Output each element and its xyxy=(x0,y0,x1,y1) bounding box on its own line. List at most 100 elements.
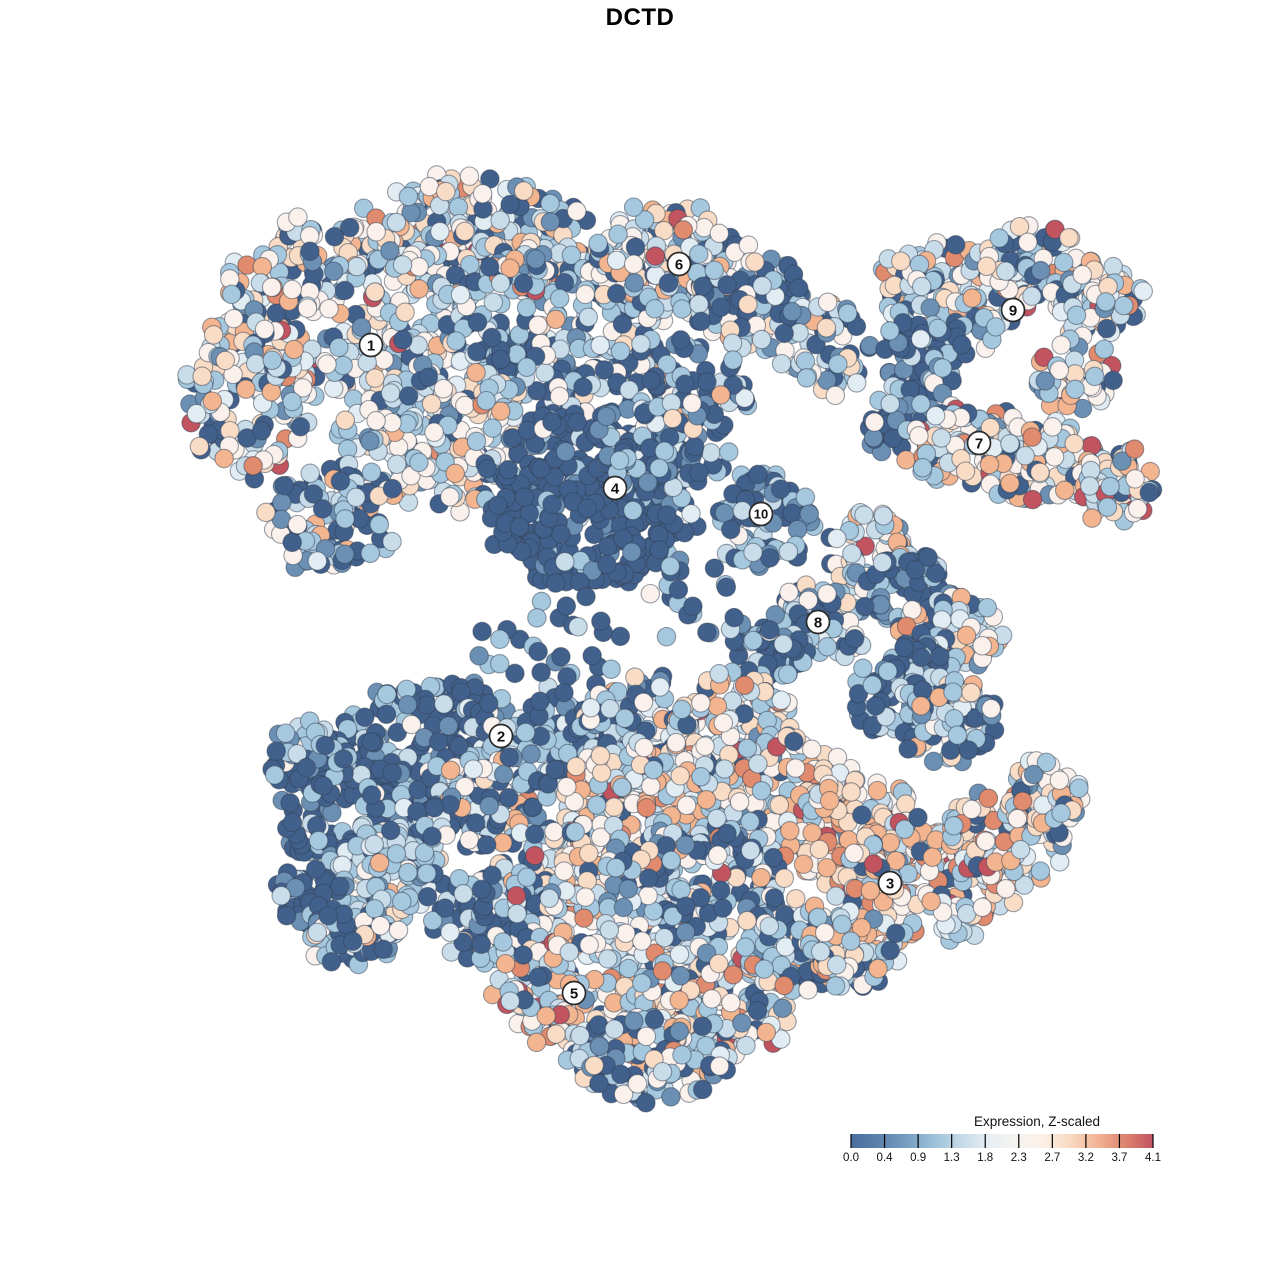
data-point xyxy=(729,792,750,812)
data-point xyxy=(961,799,982,820)
data-point xyxy=(224,308,244,329)
data-point xyxy=(530,691,550,712)
data-point xyxy=(911,394,931,414)
data-point xyxy=(864,412,885,432)
data-point xyxy=(491,349,511,370)
data-point xyxy=(714,503,735,523)
data-point xyxy=(951,335,972,355)
data-point xyxy=(704,558,725,578)
data-point xyxy=(386,844,407,864)
data-point xyxy=(606,283,627,304)
data-point xyxy=(610,626,631,647)
data-point xyxy=(636,797,657,818)
data-point xyxy=(557,777,577,797)
data-point xyxy=(271,885,291,906)
data-point xyxy=(1035,371,1055,391)
data-point xyxy=(696,790,717,810)
data-point xyxy=(203,325,224,345)
data-point xyxy=(1103,370,1123,391)
data-point xyxy=(683,596,703,617)
data-point xyxy=(676,795,697,816)
data-point xyxy=(880,321,900,341)
data-point xyxy=(398,862,418,883)
data-point xyxy=(1059,228,1079,248)
data-point xyxy=(675,374,695,394)
data-point xyxy=(863,854,884,874)
data-point xyxy=(434,694,454,714)
data-point xyxy=(499,747,519,767)
data-point xyxy=(446,331,466,351)
data-point xyxy=(799,504,819,524)
data-point xyxy=(392,255,413,275)
data-point xyxy=(578,307,599,328)
data-point xyxy=(588,233,608,254)
data-point xyxy=(717,275,737,295)
data-point xyxy=(517,357,537,377)
data-point xyxy=(657,505,677,525)
data-point xyxy=(720,519,741,540)
data-point xyxy=(759,620,780,640)
data-point xyxy=(482,327,502,348)
data-point xyxy=(743,542,763,563)
data-point xyxy=(422,826,442,847)
data-point xyxy=(386,212,407,233)
data-point xyxy=(860,880,881,901)
data-point xyxy=(376,704,397,725)
data-point xyxy=(214,448,234,469)
data-point xyxy=(290,416,311,437)
data-point xyxy=(619,380,639,400)
data-point xyxy=(817,292,838,313)
data-point xyxy=(393,329,413,350)
data-point xyxy=(695,736,715,756)
data-point xyxy=(490,629,510,649)
data-point xyxy=(723,350,743,370)
data-point xyxy=(624,273,645,293)
data-point xyxy=(640,583,661,604)
data-point xyxy=(1064,433,1084,454)
data-point xyxy=(478,693,499,714)
data-point xyxy=(910,329,931,349)
data-point xyxy=(709,223,730,244)
data-point xyxy=(459,166,480,186)
data-point xyxy=(773,634,794,654)
data-point xyxy=(573,377,593,397)
data-point xyxy=(392,891,412,912)
data-point xyxy=(1103,256,1123,277)
data-point xyxy=(1044,447,1065,467)
data-point xyxy=(928,318,948,339)
data-point xyxy=(252,257,273,277)
data-point xyxy=(956,625,977,646)
data-point xyxy=(469,646,489,666)
data-point xyxy=(732,501,753,521)
data-point xyxy=(369,514,390,535)
data-point xyxy=(643,760,664,780)
data-point xyxy=(256,502,276,523)
data-point xyxy=(672,299,692,319)
data-point xyxy=(335,509,355,529)
data-point xyxy=(477,459,497,479)
data-point xyxy=(440,760,461,780)
data-point xyxy=(989,228,1010,248)
data-point xyxy=(1072,264,1093,285)
data-point xyxy=(576,586,596,607)
data-point xyxy=(436,181,456,202)
data-point xyxy=(828,354,848,374)
data-point xyxy=(862,675,883,695)
data-point xyxy=(455,221,475,242)
data-point xyxy=(996,261,1016,281)
data-point xyxy=(493,764,514,785)
data-point xyxy=(872,552,893,573)
data-point xyxy=(825,385,846,406)
data-point xyxy=(540,212,561,232)
data-point xyxy=(719,442,739,462)
data-point xyxy=(610,341,631,361)
data-point xyxy=(335,544,355,564)
data-point xyxy=(709,664,729,684)
data-point xyxy=(631,334,651,354)
data-point xyxy=(365,368,385,388)
data-point xyxy=(689,244,709,264)
data-point xyxy=(380,820,401,841)
data-point xyxy=(276,905,297,926)
data-point xyxy=(986,317,1006,337)
